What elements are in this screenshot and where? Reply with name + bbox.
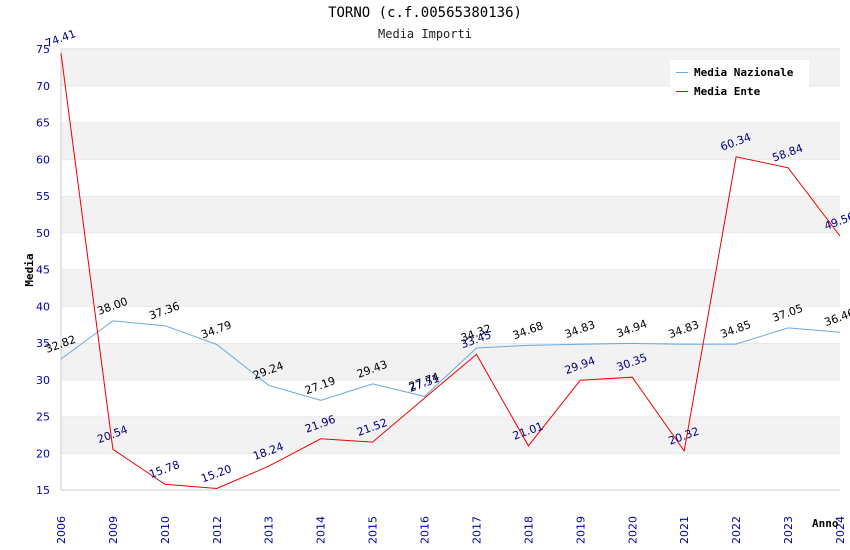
x-tick-label: 2015 [367,516,380,544]
x-tick-label: 2016 [419,516,432,544]
y-tick-label: 40 [36,300,50,313]
chart-title: TORNO (c.f.00565380136) [328,5,522,21]
x-tick-label: 2010 [159,516,172,544]
x-axis-label: Anno [812,517,839,530]
y-tick-label: 35 [36,337,50,350]
y-tick-label: 15 [36,484,50,497]
chart-legend: Media Nazionale Media Ente [670,60,809,102]
x-tick-label: 2024 [834,516,847,544]
y-axis-label: Media [23,253,36,286]
grid-band [61,159,840,196]
x-tick-label: 2017 [470,516,483,544]
x-tick-label: 2021 [678,516,691,544]
legend-swatch-media-ente [676,90,688,92]
legend-label-media-ente: Media Ente [694,84,761,98]
legend-label-media-nazionale: Media Nazionale [694,65,794,79]
y-tick-label: 25 [36,411,50,424]
y-tick-label: 55 [36,190,50,203]
x-tick-label: 2020 [626,516,639,544]
x-tick-label: 2018 [522,516,535,544]
chart-subtitle: Media Importi [378,27,472,41]
x-tick-label: 2006 [55,516,68,544]
grid-band [61,232,840,270]
x-tick-label: 2023 [782,516,795,544]
y-tick-label: 50 [36,227,50,240]
y-tick-label: 65 [36,117,50,130]
grid-band [61,453,840,490]
y-tick-label: 30 [36,374,50,387]
y-tick-label: 75 [36,43,50,56]
y-tick-label: 60 [36,153,50,166]
legend-item-media-ente: Media Ente [676,83,760,99]
x-tick-label: 2019 [574,516,587,544]
y-tick-label: 20 [36,447,50,460]
grid-band [61,306,840,343]
y-tick-label: 45 [36,264,50,277]
grid-band [61,196,840,233]
series-line-media-ente [60,53,841,490]
grid-band [61,379,840,417]
grid-band [61,416,840,454]
grid-band [61,122,840,160]
series-line-media-nazionale [60,320,841,401]
x-tick-label: 2014 [315,516,328,544]
grid-band [61,343,840,380]
legend-swatch-media-nazionale [676,71,688,73]
x-tick-label: 2012 [211,516,224,544]
grid-band [61,269,840,307]
y-tick-label: 70 [36,80,50,93]
x-tick-label: 2013 [263,516,276,544]
legend-item-media-nazionale: Media Nazionale [676,64,793,80]
x-tick-label: 2022 [730,516,743,544]
data-label-media-ente: 74.41 [44,27,78,50]
x-tick-label: 2009 [107,516,120,544]
